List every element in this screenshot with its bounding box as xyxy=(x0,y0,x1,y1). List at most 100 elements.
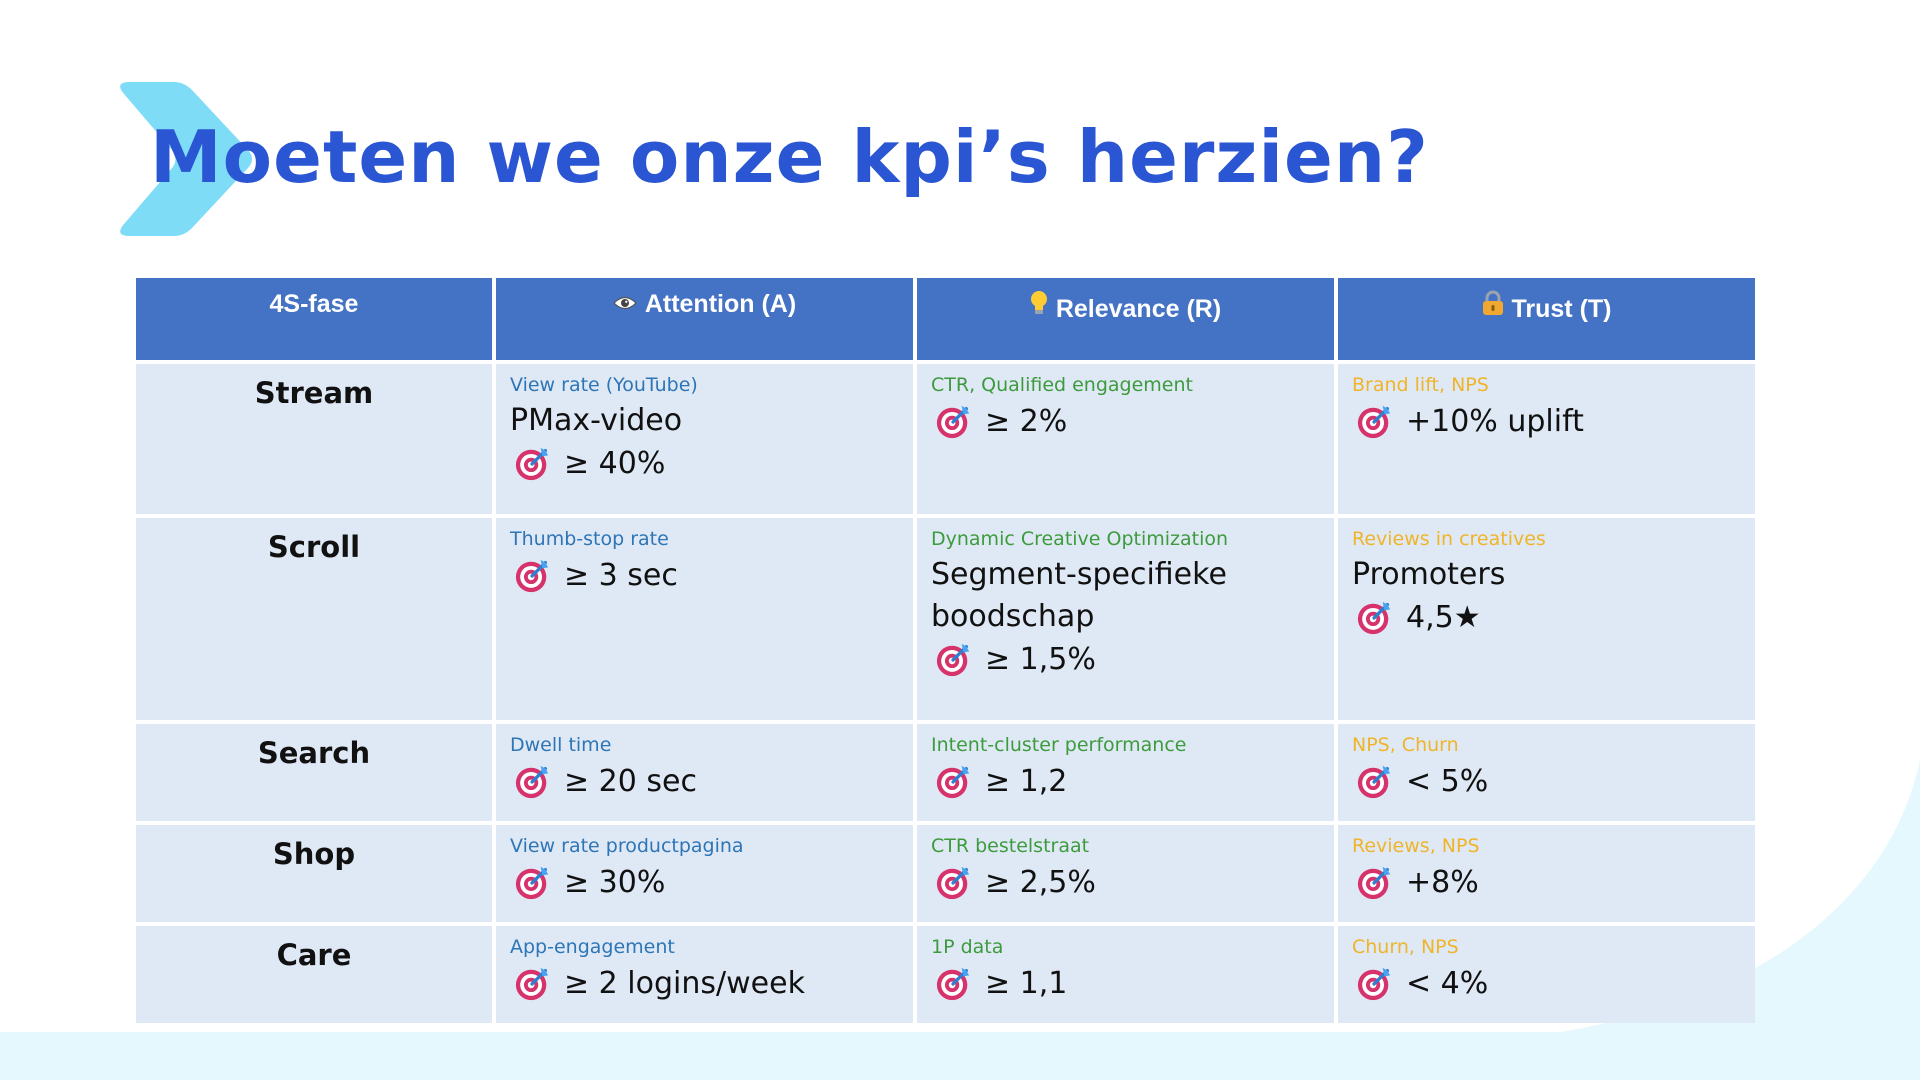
lock-icon xyxy=(1482,290,1504,322)
metric-label: App-engagement xyxy=(510,936,675,958)
target-value: ≥ 2% xyxy=(931,400,1320,444)
target-icon xyxy=(510,865,564,900)
target-value: ≥ 20 sec xyxy=(510,760,899,804)
target-value: ≥ 1,2 xyxy=(931,760,1320,804)
target-icon xyxy=(510,558,564,593)
metric-label: 1P data xyxy=(931,936,1004,958)
relevance-cell: 1P data ≥ 1,1 xyxy=(917,926,1334,1023)
header-label: 4S-fase xyxy=(269,290,359,318)
metric-label: Intent-cluster performance xyxy=(931,734,1187,756)
target-text: ≥ 1,5% xyxy=(985,642,1096,677)
sub-label: PMax-video xyxy=(510,403,683,438)
header-label: Attention (A) xyxy=(644,290,797,318)
relevance-cell: CTR bestelstraat ≥ 2,5% xyxy=(917,825,1334,922)
target-text: ≥ 1,2 xyxy=(985,764,1068,799)
target-value: 4,5★ xyxy=(1352,596,1741,640)
target-value: ≥ 40% xyxy=(510,442,899,486)
fase-label: Shop xyxy=(272,837,356,871)
metric-label: CTR bestelstraat xyxy=(931,835,1090,857)
trust-cell: Brand lift, NPS +10% uplift xyxy=(1338,364,1755,514)
attention-cell: Thumb-stop rate ≥ 3 sec xyxy=(496,518,913,720)
light-bulb-icon xyxy=(1030,290,1048,322)
target-text: ≥ 2,5% xyxy=(985,865,1096,900)
fase-cell: Shop xyxy=(136,825,492,922)
table-row: Care App-engagement ≥ 2 logins/week 1P data… xyxy=(136,926,1755,1023)
target-icon xyxy=(931,642,985,677)
target-icon xyxy=(510,446,564,481)
target-text: ≥ 40% xyxy=(564,446,666,481)
table-row: Shop View rate productpagina ≥ 30% CTR best… xyxy=(136,825,1755,922)
trust-cell: NPS, Churn < 5% xyxy=(1338,724,1755,821)
relevance-cell: Intent-cluster performance ≥ 1,2 xyxy=(917,724,1334,821)
target-value: ≥ 2 logins/week xyxy=(510,962,899,1006)
table-row: Stream View rate (YouTube) PMax-video ≥ 40%… xyxy=(136,364,1755,514)
kpi-table: 4S-fase Attention (A) Relevance (R) Trus… xyxy=(132,274,1759,1027)
header-label: Relevance (R) xyxy=(1055,295,1222,323)
target-value: ≥ 1,1 xyxy=(931,962,1320,1006)
metric-label: Brand lift, NPS xyxy=(1352,374,1489,396)
target-icon xyxy=(931,865,985,900)
relevance-cell: Dynamic Creative Optimization Segment-spe… xyxy=(917,518,1334,720)
target-value: +10% uplift xyxy=(1352,400,1741,444)
trust-cell: Reviews in creatives Promoters 4,5★ xyxy=(1338,518,1755,720)
metric-label: NPS, Churn xyxy=(1352,734,1459,756)
header-relevance: Relevance (R) xyxy=(917,278,1334,360)
attention-cell: Dwell time ≥ 20 sec xyxy=(496,724,913,821)
fase-label: Scroll xyxy=(267,530,361,564)
target-text: ≥ 2% xyxy=(985,404,1068,439)
target-text: ≥ 30% xyxy=(564,865,666,900)
fase-cell: Stream xyxy=(136,364,492,514)
target-value: < 5% xyxy=(1352,760,1741,804)
metric-label: Dwell time xyxy=(510,734,612,756)
target-value: ≥ 1,5% xyxy=(931,638,1320,682)
metric-label: View rate (YouTube) xyxy=(510,374,698,396)
metric-label: Reviews, NPS xyxy=(1352,835,1480,857)
header-4s-fase: 4S-fase xyxy=(136,278,492,360)
target-text: ≥ 20 sec xyxy=(564,764,697,799)
relevance-cell: CTR, Qualified engagement ≥ 2% xyxy=(917,364,1334,514)
target-text: < 5% xyxy=(1406,764,1489,799)
trust-cell: Churn, NPS < 4% xyxy=(1338,926,1755,1023)
table-row: Search Dwell time ≥ 20 sec Intent-cluster p… xyxy=(136,724,1755,821)
trust-cell: Reviews, NPS +8% xyxy=(1338,825,1755,922)
fase-cell: Search xyxy=(136,724,492,821)
metric-label: CTR, Qualified engagement xyxy=(931,374,1193,396)
target-text: 4,5★ xyxy=(1406,600,1481,635)
sub-label: Segment-specifieke boodschap xyxy=(931,557,1227,634)
chevron-decoration xyxy=(120,82,253,236)
attention-cell: App-engagement ≥ 2 logins/week xyxy=(496,926,913,1023)
metric-label: Dynamic Creative Optimization xyxy=(931,528,1229,550)
attention-cell: View rate productpagina ≥ 30% xyxy=(496,825,913,922)
target-icon xyxy=(931,966,985,1001)
eye-icon xyxy=(612,291,637,317)
target-value: +8% xyxy=(1352,861,1741,905)
fase-label: Search xyxy=(257,736,371,770)
metric-label: View rate productpagina xyxy=(510,835,744,857)
attention-cell: View rate (YouTube) PMax-video ≥ 40% xyxy=(496,364,913,514)
metric-label: Reviews in creatives xyxy=(1352,528,1546,550)
target-icon xyxy=(931,764,985,799)
target-text: +8% xyxy=(1406,865,1479,900)
target-value: ≥ 30% xyxy=(510,861,899,905)
target-text: ≥ 3 sec xyxy=(564,558,678,593)
target-text: < 4% xyxy=(1406,966,1489,1001)
target-text: ≥ 2 logins/week xyxy=(564,966,805,1001)
target-icon xyxy=(1352,600,1406,635)
slide-title: Moeten we onze kpi’s herzien? xyxy=(150,115,1429,199)
target-icon xyxy=(1352,764,1406,799)
fase-label: Care xyxy=(276,938,352,972)
target-icon xyxy=(510,966,564,1001)
target-text: +10% uplift xyxy=(1406,404,1584,439)
fase-label: Stream xyxy=(254,376,374,410)
target-icon xyxy=(1352,404,1406,439)
target-icon xyxy=(510,764,564,799)
metric-label: Thumb-stop rate xyxy=(510,528,669,550)
sub-label: Promoters xyxy=(1352,557,1506,592)
target-value: ≥ 3 sec xyxy=(510,554,899,598)
target-icon xyxy=(1352,966,1406,1001)
target-icon xyxy=(931,404,985,439)
fase-cell: Scroll xyxy=(136,518,492,720)
metric-label: Churn, NPS xyxy=(1352,936,1459,958)
table-header-row: 4S-fase Attention (A) Relevance (R) Trus… xyxy=(136,278,1755,360)
